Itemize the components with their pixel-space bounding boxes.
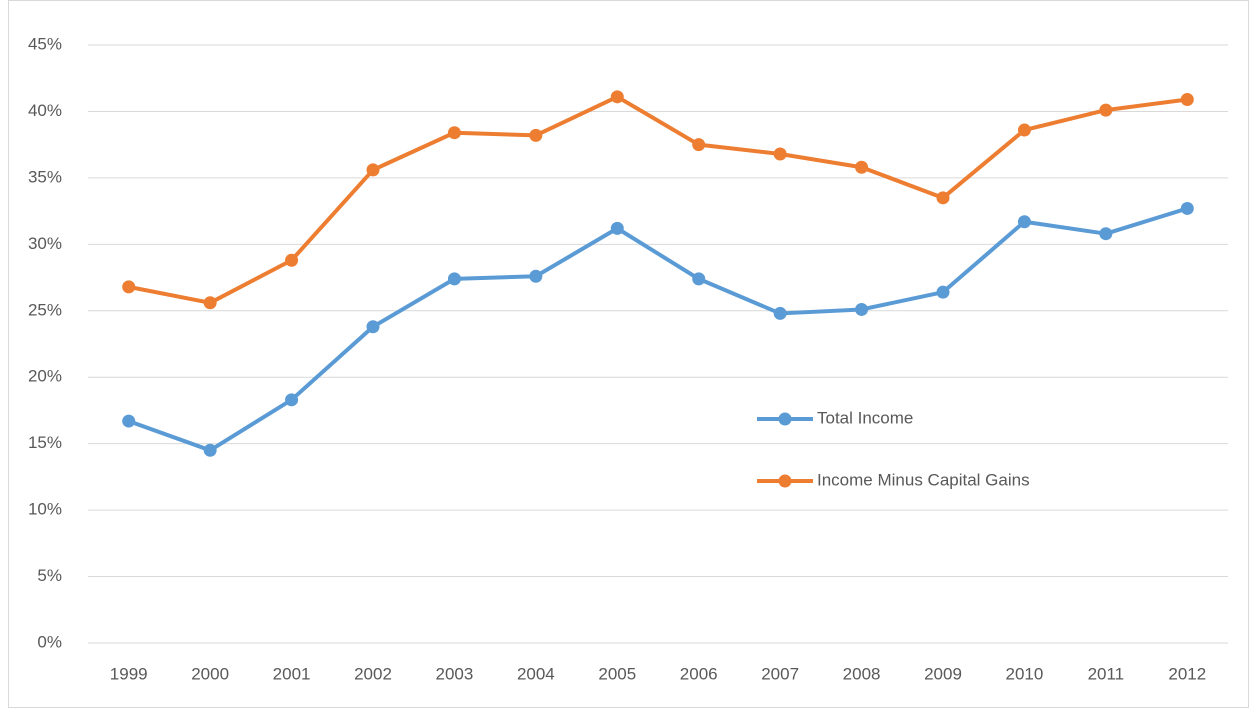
y-tick-label: 10% xyxy=(28,500,62,519)
series-line xyxy=(128,206,1188,453)
chart-border xyxy=(8,0,1249,708)
data-point xyxy=(692,272,706,286)
y-tick-label: 45% xyxy=(28,34,62,53)
x-tick-label: 2000 xyxy=(191,664,229,683)
data-point xyxy=(366,320,380,334)
y-tick-label: 15% xyxy=(28,433,62,452)
x-tick-label: 2007 xyxy=(761,664,799,683)
x-tick-label: 1999 xyxy=(110,664,148,683)
x-tick-label: 2006 xyxy=(680,664,718,683)
data-point xyxy=(773,306,787,320)
data-point xyxy=(447,272,461,286)
data-point xyxy=(936,285,950,299)
legend-marker xyxy=(778,474,792,488)
x-tick-label: 2008 xyxy=(843,664,881,683)
x-tick-label: 2009 xyxy=(924,664,962,683)
data-point xyxy=(447,126,461,140)
data-point xyxy=(692,138,706,152)
data-point xyxy=(529,269,543,283)
x-tick-label: 2005 xyxy=(598,664,636,683)
data-point xyxy=(855,160,869,174)
x-tick-label: 2001 xyxy=(273,664,311,683)
data-point xyxy=(610,90,624,104)
y-tick-label: 20% xyxy=(28,367,62,386)
data-point xyxy=(1017,123,1031,137)
x-tick-label: 2010 xyxy=(1006,664,1044,683)
y-tick-label: 25% xyxy=(28,300,62,319)
data-point xyxy=(1180,92,1194,106)
data-point xyxy=(122,280,136,294)
data-point xyxy=(1099,103,1113,117)
data-point xyxy=(529,128,543,142)
data-point xyxy=(122,414,136,428)
legend-label: Income Minus Capital Gains xyxy=(817,470,1030,489)
data-point xyxy=(1099,227,1113,241)
x-tick-label: 2004 xyxy=(517,664,555,683)
data-point xyxy=(1017,215,1031,229)
y-tick-label: 30% xyxy=(28,234,62,253)
data-point xyxy=(203,296,217,310)
data-point xyxy=(366,163,380,177)
x-tick-label: 2002 xyxy=(354,664,392,683)
y-tick-label: 0% xyxy=(37,632,62,651)
y-tick-label: 35% xyxy=(28,167,62,186)
data-point xyxy=(203,443,217,457)
data-point xyxy=(285,393,299,407)
x-tick-label: 2003 xyxy=(436,664,474,683)
data-point xyxy=(936,191,950,205)
data-point xyxy=(773,147,787,161)
legend-label: Total Income xyxy=(817,408,913,427)
data-point xyxy=(1180,201,1194,215)
data-point xyxy=(285,253,299,267)
y-tick-label: 5% xyxy=(37,566,62,585)
legend-marker xyxy=(778,412,792,426)
y-tick-label: 40% xyxy=(28,101,62,120)
series-line xyxy=(128,94,1188,305)
data-point xyxy=(855,302,869,316)
x-tick-label: 2012 xyxy=(1168,664,1206,683)
x-tick-label: 2011 xyxy=(1088,664,1125,683)
data-point xyxy=(610,221,624,235)
